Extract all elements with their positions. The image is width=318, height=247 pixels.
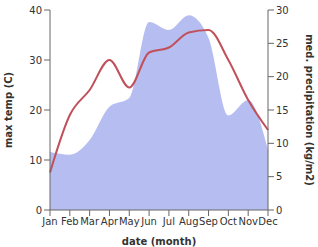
svg-text:10: 10	[276, 138, 289, 149]
svg-text:Aug: Aug	[179, 216, 199, 227]
svg-text:Jul: Jul	[162, 216, 175, 227]
svg-text:med. precipitation (kg/m2): med. precipitation (kg/m2)	[304, 34, 310, 186]
svg-text:0: 0	[276, 205, 282, 216]
svg-text:5: 5	[276, 171, 282, 182]
svg-text:0: 0	[36, 205, 42, 216]
svg-text:10: 10	[29, 155, 42, 166]
svg-text:Nov: Nov	[238, 216, 258, 227]
svg-text:25: 25	[276, 38, 289, 49]
svg-text:20: 20	[276, 71, 289, 82]
svg-text:max temp (C): max temp (C)	[8, 72, 14, 148]
svg-text:date (month): date (month)	[122, 236, 196, 247]
svg-text:15: 15	[276, 105, 289, 116]
svg-text:Oct: Oct	[220, 216, 237, 227]
svg-text:Dec: Dec	[258, 216, 277, 227]
svg-text:20: 20	[29, 105, 42, 116]
svg-text:40: 40	[29, 5, 42, 16]
svg-text:30: 30	[29, 55, 42, 66]
svg-text:May: May	[119, 216, 140, 227]
svg-text:Mar: Mar	[80, 216, 100, 227]
svg-text:Feb: Feb	[61, 216, 79, 227]
svg-text:Apr: Apr	[101, 216, 119, 227]
svg-text:Jan: Jan	[41, 216, 57, 227]
svg-text:30: 30	[276, 5, 289, 16]
svg-text:Sep: Sep	[199, 216, 218, 227]
svg-text:Jun: Jun	[140, 216, 157, 227]
